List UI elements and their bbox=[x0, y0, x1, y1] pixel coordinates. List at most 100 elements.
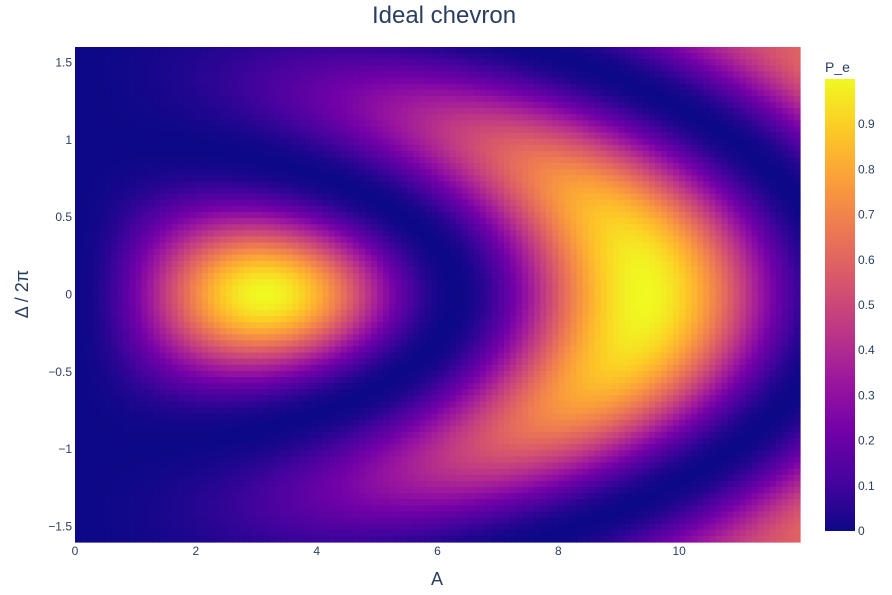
heatmap-cell bbox=[334, 114, 342, 121]
heatmap-cell bbox=[244, 65, 251, 73]
heatmap-cell bbox=[491, 47, 499, 54]
heatmap-cell bbox=[600, 199, 608, 207]
heatmap-cell bbox=[383, 59, 390, 66]
heatmap-cell bbox=[709, 260, 717, 268]
heatmap-cell bbox=[582, 150, 590, 158]
heatmap-cell bbox=[383, 236, 390, 244]
heatmap-cell bbox=[661, 267, 668, 274]
heatmap-cell bbox=[238, 248, 245, 256]
heatmap-cell bbox=[443, 187, 451, 195]
heatmap-cell bbox=[153, 224, 161, 231]
heatmap-cell bbox=[105, 47, 112, 54]
heatmap-cell bbox=[87, 248, 94, 256]
heatmap-cell bbox=[467, 230, 475, 238]
heatmap-cell bbox=[425, 273, 433, 280]
heatmap-cell bbox=[485, 199, 493, 207]
heatmap-cell bbox=[232, 212, 239, 219]
heatmap-cell bbox=[467, 163, 475, 170]
heatmap-cell bbox=[159, 236, 167, 244]
heatmap-cell bbox=[721, 224, 729, 231]
heatmap-cell bbox=[201, 273, 209, 280]
heatmap-cell bbox=[781, 126, 789, 134]
heatmap-cell bbox=[365, 267, 372, 274]
heatmap-cell bbox=[165, 65, 173, 73]
heatmap-cell bbox=[739, 205, 747, 213]
heatmap-cell bbox=[691, 47, 698, 54]
heatmap-cell bbox=[624, 212, 632, 219]
heatmap-cell bbox=[117, 181, 124, 189]
heatmap-cell bbox=[262, 193, 269, 201]
heatmap-cell bbox=[177, 242, 185, 250]
heatmap-cell bbox=[793, 212, 801, 219]
heatmap-cell bbox=[334, 267, 342, 274]
heatmap-cell bbox=[111, 181, 118, 189]
heatmap-cell bbox=[558, 77, 565, 85]
heatmap-cell bbox=[407, 254, 414, 262]
heatmap-cell bbox=[600, 273, 608, 280]
heatmap-cell bbox=[262, 248, 269, 256]
heatmap-cell bbox=[425, 230, 433, 238]
heatmap-cell bbox=[377, 279, 384, 286]
heatmap-cell bbox=[739, 285, 747, 293]
heatmap-cell bbox=[389, 71, 396, 79]
heatmap-cell bbox=[685, 77, 692, 85]
heatmap-cell bbox=[443, 260, 451, 268]
heatmap-cell bbox=[220, 297, 227, 305]
heatmap-cell bbox=[87, 53, 94, 60]
heatmap-cell bbox=[685, 242, 692, 250]
heatmap-cell bbox=[171, 224, 179, 231]
heatmap-cell bbox=[310, 193, 318, 201]
heatmap-cell bbox=[431, 212, 439, 219]
heatmap-cell bbox=[135, 181, 143, 189]
heatmap-cell bbox=[334, 102, 342, 109]
heatmap-cell bbox=[316, 297, 324, 305]
heatmap-cell bbox=[220, 205, 227, 213]
heatmap-cell bbox=[552, 95, 559, 103]
heatmap-cell bbox=[352, 285, 360, 293]
heatmap-cell bbox=[413, 285, 420, 293]
heatmap-cell bbox=[570, 254, 578, 262]
heatmap-cell bbox=[636, 193, 644, 201]
heatmap-cell bbox=[165, 175, 173, 183]
heatmap-cell bbox=[510, 248, 517, 256]
heatmap-cell bbox=[165, 193, 173, 201]
heatmap-cell bbox=[177, 77, 185, 85]
heatmap-cell bbox=[256, 224, 263, 231]
heatmap-cell bbox=[431, 260, 439, 268]
heatmap-cell bbox=[709, 205, 717, 213]
heatmap-cell bbox=[177, 157, 185, 164]
heatmap-cell bbox=[256, 169, 263, 176]
heatmap-cell bbox=[135, 224, 143, 231]
heatmap-cell bbox=[304, 89, 312, 97]
heatmap-cell bbox=[709, 71, 717, 79]
heatmap-cell bbox=[207, 273, 215, 280]
heatmap-cell bbox=[691, 59, 698, 66]
heatmap-cell bbox=[594, 120, 602, 128]
heatmap-cell bbox=[691, 120, 698, 128]
heatmap-cell bbox=[437, 95, 445, 103]
heatmap-cell bbox=[401, 224, 408, 231]
heatmap-cell bbox=[727, 285, 735, 293]
heatmap-cell bbox=[443, 242, 451, 250]
heatmap-cell bbox=[655, 212, 662, 219]
heatmap-cell bbox=[232, 53, 239, 60]
heatmap-cell bbox=[570, 175, 578, 183]
heatmap-cell bbox=[624, 187, 632, 195]
heatmap-cell bbox=[147, 144, 155, 152]
heatmap-cell bbox=[715, 273, 723, 280]
heatmap-cell bbox=[304, 199, 312, 207]
heatmap-cell bbox=[703, 138, 710, 146]
heatmap-cell bbox=[661, 102, 668, 109]
heatmap-cell bbox=[739, 132, 747, 140]
heatmap-cell bbox=[419, 248, 427, 256]
heatmap-cell bbox=[709, 267, 717, 274]
heatmap-cell bbox=[292, 260, 300, 268]
heatmap-cell bbox=[274, 150, 282, 158]
heatmap-cell bbox=[763, 138, 771, 146]
heatmap-cell bbox=[594, 53, 602, 60]
heatmap-cell bbox=[298, 285, 306, 293]
heatmap-cell bbox=[745, 273, 753, 280]
heatmap-cell bbox=[679, 254, 686, 262]
heatmap-cell bbox=[739, 138, 747, 146]
heatmap-cell bbox=[238, 205, 245, 213]
